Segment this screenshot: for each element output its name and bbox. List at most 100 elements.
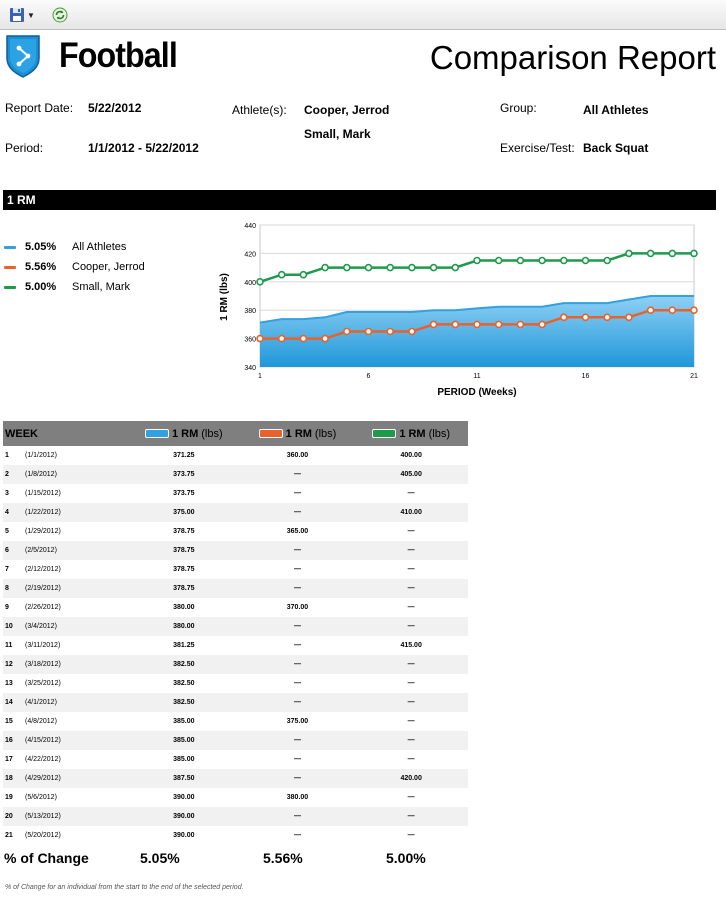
date-cell: (1/22/2012) xyxy=(23,503,127,522)
cooper-value: — xyxy=(240,769,355,788)
percent-change-label: % of Change xyxy=(4,850,89,866)
column-header-unit: (lbs) xyxy=(314,427,337,440)
series-swatch xyxy=(144,429,169,438)
small-value: 410.00 xyxy=(354,503,468,522)
table-row: 20 (5/13/2012) 390.00— — xyxy=(3,807,468,826)
cooper-value: 380.00 xyxy=(286,794,309,801)
data-point-small xyxy=(690,249,698,258)
percent-change-small: 5.00% xyxy=(386,850,426,866)
period-label: Period: xyxy=(5,141,44,155)
legend-swatch xyxy=(4,245,16,249)
table-row: 4 (1/22/2012) 375.00—410.00 xyxy=(3,503,468,522)
x-tick-label: 1 xyxy=(258,373,262,380)
y-tick-label: 420 xyxy=(244,251,256,258)
report-toolbar: ▼ xyxy=(0,0,726,30)
y-tick-label: 400 xyxy=(244,280,256,287)
data-point-small xyxy=(408,263,416,272)
all-athletes-value: 382.50 xyxy=(127,693,241,712)
small-value: — xyxy=(354,579,468,598)
column-header-cooper: 1 RM (lbs) xyxy=(240,421,355,446)
exercise-value: Back Squat xyxy=(583,141,649,155)
small-value: — xyxy=(407,756,415,763)
all-athletes-value: 387.50 xyxy=(127,769,241,788)
y-axis-label: 1 RM (lbs) xyxy=(219,273,230,321)
table-row: 17 (4/22/2012) 385.00 — — xyxy=(3,750,468,769)
data-point-small xyxy=(473,256,481,265)
data-point-cooper xyxy=(321,334,329,343)
legend-series-name: Small, Mark xyxy=(72,281,131,293)
y-tick-label: 380 xyxy=(244,308,256,315)
data-point-cooper xyxy=(581,313,590,322)
cooper-value: — xyxy=(240,731,355,750)
date-cell: (2/5/2012) xyxy=(23,541,127,560)
table-row: 10 (3/4/2012) 380.00— — xyxy=(3,617,468,636)
data-point-small xyxy=(559,256,568,265)
data-point-cooper xyxy=(690,306,698,314)
table-row: 7 (2/12/2012) 378.75 — — xyxy=(3,560,468,579)
chevron-down-icon: ▼ xyxy=(27,10,35,20)
legend-item-all-athletes: 5.05% All Athletes xyxy=(4,240,126,254)
report-title: Comparison Report xyxy=(429,39,716,76)
data-point-small xyxy=(494,256,503,265)
data-point-small xyxy=(321,263,329,272)
data-point-small xyxy=(538,256,546,265)
column-header-all-athletes: 1 RM (lbs) xyxy=(127,421,241,446)
week-cell: 2 xyxy=(3,465,23,484)
save-dropdown-button[interactable]: ▼ xyxy=(9,4,43,26)
data-point-small xyxy=(429,263,438,272)
week-cell: 15 xyxy=(5,718,13,725)
table-row: 12 (3/18/2012) 382.50— — xyxy=(3,655,468,674)
y-tick-label: 340 xyxy=(244,365,256,372)
data-point-cooper xyxy=(559,313,568,322)
all-athletes-value: 378.75 xyxy=(127,579,241,598)
group-value: All Athletes xyxy=(583,103,649,117)
percent-change-all-athletes: 5.05% xyxy=(140,850,180,866)
week-cell: 18 xyxy=(3,769,23,788)
series-swatch xyxy=(258,429,283,438)
y-tick-label: 360 xyxy=(244,337,256,344)
small-value: 420.00 xyxy=(354,769,468,788)
date-cell: (3/11/2012) xyxy=(25,642,61,649)
table-row: 8 (2/19/2012) 378.75— — xyxy=(3,579,468,598)
all-athletes-value: 380.00 xyxy=(127,617,241,636)
week-cell: 10 xyxy=(3,617,23,636)
series-swatch xyxy=(372,429,397,438)
week-cell: 1 xyxy=(5,452,9,459)
data-point-cooper xyxy=(299,334,308,343)
table-row: 16 (4/15/2012) 385.00— — xyxy=(3,731,468,750)
column-header-small: 1 RM (lbs) xyxy=(354,421,468,446)
exercise-label: Exercise/Test: xyxy=(500,141,575,155)
table-row: 2 (1/8/2012) 373.75—405.00 xyxy=(3,465,468,484)
table-row: 15 (4/8/2012) 385.00 375.00 — xyxy=(3,712,468,731)
data-point-small xyxy=(299,270,308,279)
week-cell: 9 xyxy=(5,604,9,611)
x-tick-label: 11 xyxy=(473,373,480,380)
small-value: 405.00 xyxy=(354,465,468,484)
all-athletes-value: 385.00 xyxy=(173,756,195,763)
week-cell: 16 xyxy=(3,731,23,750)
small-value: 415.00 xyxy=(400,642,422,649)
legend-swatch xyxy=(4,285,16,289)
week-cell: 11 xyxy=(5,642,13,649)
small-value: 400.00 xyxy=(400,452,422,459)
cooper-value: 365.00 xyxy=(286,528,309,535)
all-athletes-value: 390.00 xyxy=(173,794,195,801)
date-cell: (3/18/2012) xyxy=(23,655,127,674)
week-cell: 7 xyxy=(5,566,9,573)
small-value: — xyxy=(354,617,468,636)
cooper-value: 375.00 xyxy=(286,718,309,725)
small-value: — xyxy=(407,528,415,535)
small-value: — xyxy=(407,832,415,839)
small-value: — xyxy=(354,541,468,560)
cooper-value: — xyxy=(240,465,355,484)
refresh-button[interactable] xyxy=(52,4,74,26)
table-row: 6 (2/5/2012) 378.75— — xyxy=(3,541,468,560)
percent-change-cooper: 5.56% xyxy=(263,850,303,866)
legend-percent: 5.05% xyxy=(25,241,57,253)
cooper-value: — xyxy=(293,566,301,573)
cooper-value: 360.00 xyxy=(286,452,309,459)
all-athletes-value: 380.00 xyxy=(173,604,195,611)
group-label: Group: xyxy=(500,101,537,115)
legend-series-name: All Athletes xyxy=(72,241,127,253)
